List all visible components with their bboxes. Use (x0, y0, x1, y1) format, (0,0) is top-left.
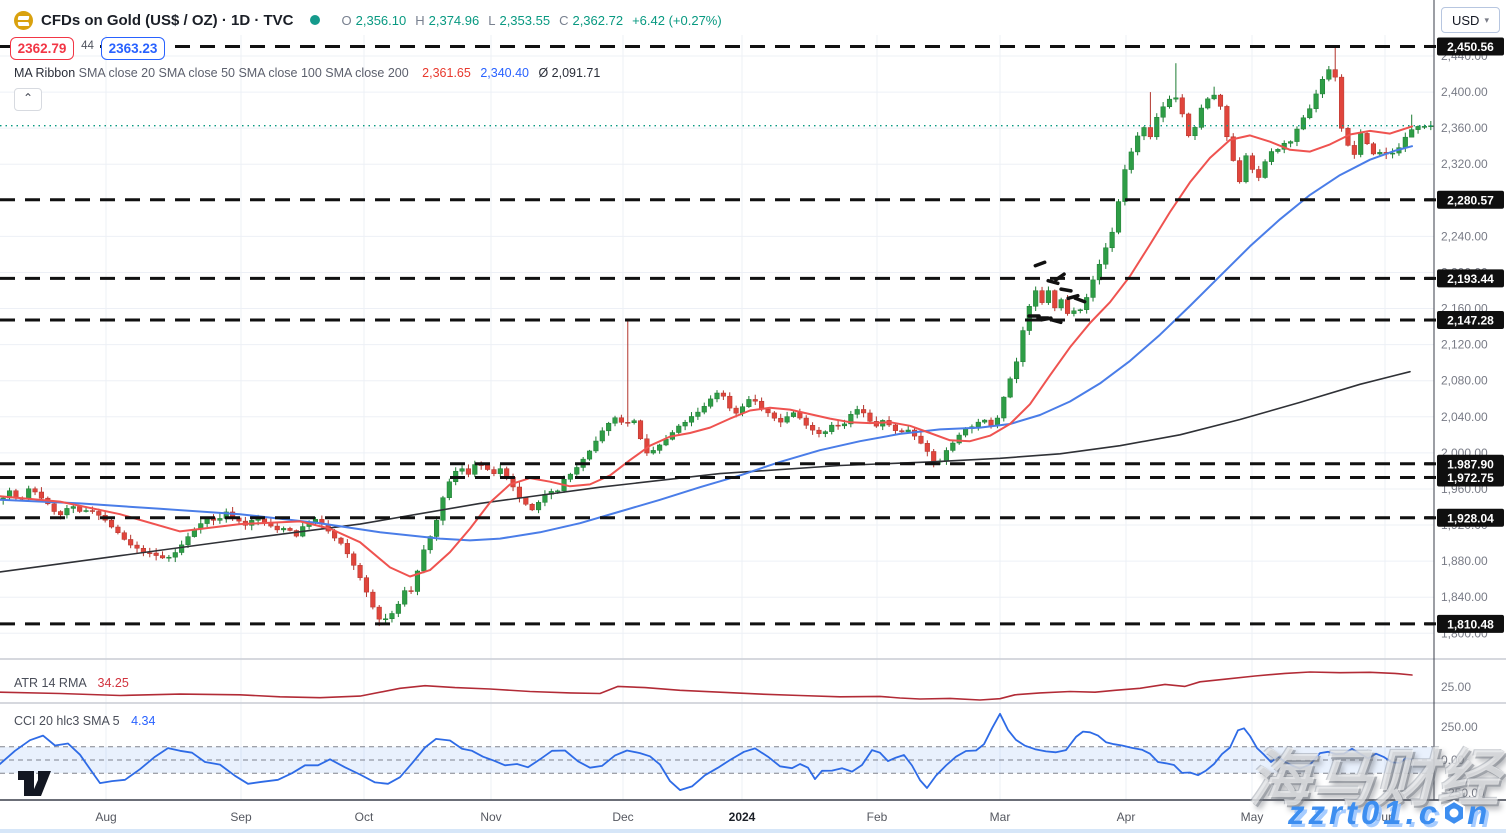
sell-button[interactable]: 2362.79 (10, 37, 74, 60)
open-label: O (341, 12, 352, 28)
level-price-text: 2,450.56 (1447, 40, 1494, 54)
cci-value: 4.34 (131, 714, 156, 728)
level-price-label (1437, 311, 1504, 330)
bottom-strip (0, 829, 1506, 833)
level-price-label (1437, 37, 1504, 56)
annotation-mark (1066, 293, 1080, 301)
time-tick-label: Feb (867, 810, 888, 824)
gear-icon (1441, 796, 1467, 833)
open-value: 2,356.10 (355, 12, 407, 28)
annotation-mark (1049, 317, 1063, 325)
price-tick-label: 2,040.00 (1441, 410, 1488, 424)
sma50-line (0, 145, 1413, 542)
atr-line (0, 671, 1413, 701)
price-tick-label: 2,080.00 (1441, 374, 1488, 388)
level-price-text: 1,810.48 (1447, 617, 1494, 631)
annotation-mark (1046, 278, 1060, 286)
high-value: 2,374.96 (428, 12, 480, 28)
time-tick-label: Dec (612, 810, 633, 824)
level-price-text: 1,987.90 (1447, 457, 1494, 471)
collapse-legend-button[interactable]: ⌃ (14, 88, 42, 111)
level-price-text: 1,928.04 (1447, 511, 1494, 525)
price-tick-label: 1,840.00 (1441, 590, 1488, 604)
low-value: 2,353.55 (499, 12, 551, 28)
close-value: 2,362.72 (572, 12, 624, 28)
level-price-label (1437, 508, 1504, 527)
atr-value: 34.25 (97, 676, 129, 690)
symbol-title[interactable]: CFDs on Gold (US$ / OZ) · 1D · TVC (41, 11, 294, 29)
sma20-line (0, 125, 1413, 578)
buy-button[interactable]: 2363.23 (101, 37, 165, 60)
indicator-params: SMA close 20 SMA close 50 SMA close 100 … (78, 66, 409, 80)
price-tick-label: 2,400.00 (1441, 85, 1488, 99)
indicator-title: MA Ribbon (14, 66, 76, 80)
chevron-down-icon: ▾ (1484, 14, 1489, 25)
time-tick-label: Sep (230, 810, 252, 824)
price-tick-label: 2,240.00 (1441, 229, 1488, 243)
gold-symbol-icon (14, 10, 33, 30)
price-axis[interactable]: 2,440.002,400.002,360.002,320.002,240.00… (1424, 37, 1504, 800)
chart-header: CFDs on Gold (US$ / OZ) · 1D · TVC O 2,35… (14, 8, 722, 32)
time-tick-label: Apr (1117, 810, 1136, 824)
annotation-mark (1033, 260, 1047, 268)
annotation-mark (1059, 287, 1073, 293)
watermark-site: zzrt01.c n (1288, 794, 1491, 833)
market-status-dot[interactable] (309, 15, 320, 25)
high-label: H (415, 12, 425, 28)
level-price-label (1437, 614, 1504, 633)
level-price-text: 2,147.28 (1447, 314, 1494, 328)
time-tick-label: Mar (990, 810, 1011, 824)
annotation-mark (1073, 296, 1087, 304)
ma-ribbon-legend[interactable]: MA Ribbon SMA close 20 SMA close 50 SMA … (14, 66, 600, 80)
tradingview-logo[interactable] (17, 770, 51, 802)
level-price-text: 1,972.75 (1447, 471, 1494, 485)
chevron-up-icon: ⌃ (22, 91, 34, 105)
time-tick-label: Oct (355, 810, 374, 824)
level-price-text: 2,193.44 (1447, 272, 1494, 286)
cci-tick-label: 0.00 (1441, 753, 1465, 767)
cci-line (0, 712, 1413, 791)
close-label: C (559, 12, 569, 28)
level-price-label (1437, 190, 1504, 209)
currency-label: USD (1452, 12, 1480, 28)
cci-legend[interactable]: CCI 20 hlc3 SMA 5 4.34 (14, 714, 155, 728)
sma200-line (0, 370, 1411, 573)
cci-tick-label: 250.00 (1441, 720, 1478, 734)
low-label: L (488, 12, 496, 28)
time-axis[interactable]: Aug Sep Oct Nov Dec 2024 Feb Mar Apr May Jun (95, 810, 1394, 824)
level-price-label (1437, 269, 1504, 288)
level-price-label (1437, 468, 1504, 487)
candles (0, 46, 1434, 627)
cci-title: CCI 20 hlc3 SMA 5 (14, 714, 120, 728)
currency-selector[interactable]: USD ▾ (1441, 7, 1500, 33)
annotation-mark (1054, 272, 1066, 282)
sma20-value: 2,361.65 (422, 66, 471, 80)
time-tick-label: Jun (1375, 810, 1394, 824)
price-tick-label: 1,880.00 (1441, 554, 1488, 568)
cci-tick-label: −250.00 (1441, 786, 1485, 800)
price-tick-label: 2,320.00 (1441, 157, 1488, 171)
time-tick-label: Nov (480, 810, 501, 824)
sma50-value: 2,340.40 (480, 66, 529, 80)
atr-legend[interactable]: ATR 14 RMA 34.25 (14, 676, 129, 690)
level-price-label (1437, 454, 1504, 473)
ohlc-values: O 2,356.10 H 2,374.96 L 2,353.55 C 2,362.72 … (342, 13, 722, 28)
atr-tick-label: 25.00 (1441, 680, 1471, 694)
atr-title: ATR 14 RMA (14, 676, 87, 690)
time-tick-label: Aug (95, 810, 116, 824)
sma200-value: Ø 2,091.71 (538, 66, 601, 80)
level-price-text: 2,280.57 (1447, 193, 1494, 207)
spread-value: 44 (75, 40, 100, 52)
change-value: +6.42 (+0.27%) (632, 12, 722, 28)
time-tick-label: 2024 (729, 810, 756, 824)
price-tick-label: 2,120.00 (1441, 338, 1488, 352)
time-tick-label: May (1241, 810, 1264, 824)
price-tick-label: 2,360.00 (1441, 121, 1488, 135)
